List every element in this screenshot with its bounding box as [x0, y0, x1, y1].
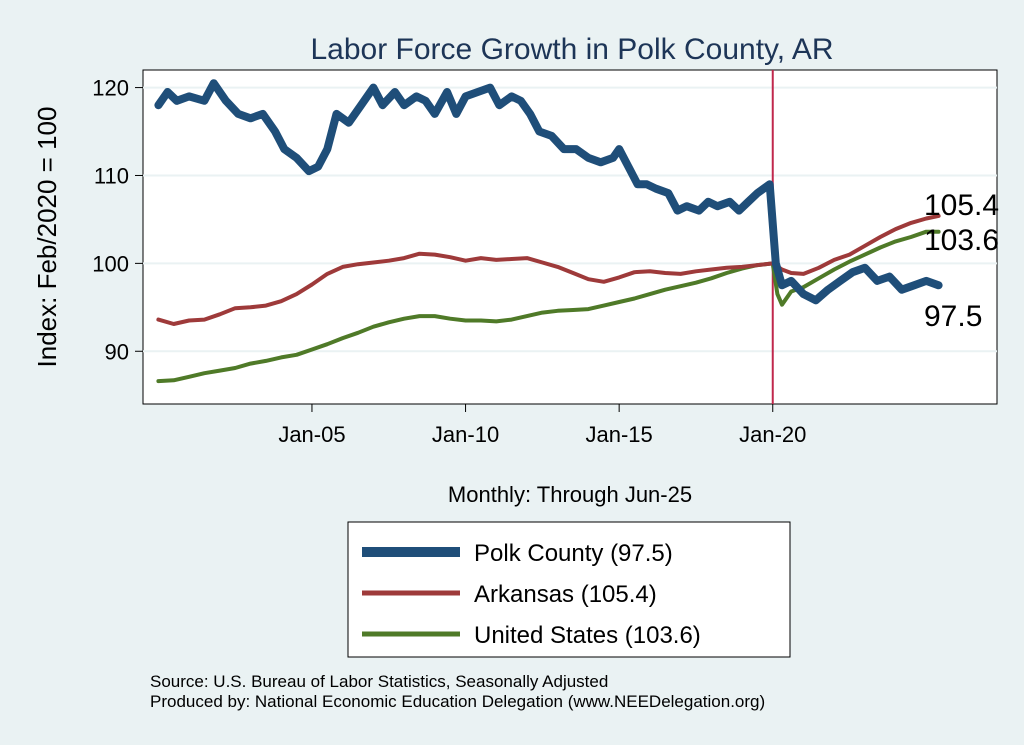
y-axis-title: Index: Feb/2020 = 100: [32, 107, 62, 368]
y-tick-label: 120: [92, 76, 129, 101]
legend-label: Polk County (97.5): [474, 540, 673, 567]
series-line-united-states: [156, 229, 941, 384]
legend: Polk County (97.5) Arkansas (105.4) United…: [362, 540, 701, 649]
axes: 90 100 110 120 Jan-05 Jan-10 Jan-15 Jan-20: [92, 76, 806, 447]
x-axis-title: Monthly: Through Jun-25: [448, 482, 692, 507]
y-tick-label: 100: [92, 251, 129, 276]
series-line-arkansas: [156, 213, 941, 326]
plot-area: [142, 69, 998, 405]
end-label-polk-county: 97.5: [924, 300, 982, 333]
x-tick-label: Jan-20: [739, 422, 806, 447]
legend-label: Arkansas (105.4): [474, 581, 657, 608]
gridlines: [143, 86, 997, 353]
produced-by-line: Produced by: National Economic Education…: [150, 692, 766, 711]
x-tick-label: Jan-10: [432, 422, 499, 447]
chart-title: Labor Force Growth in Polk County, AR: [310, 33, 833, 66]
end-label-arkansas: 105.4: [924, 189, 999, 222]
end-label-united-states: 103.6: [924, 224, 999, 257]
series-line-polk-county: [154, 79, 943, 305]
y-tick-label: 90: [105, 339, 129, 364]
source-line: Source: U.S. Bureau of Labor Statistics,…: [150, 672, 609, 691]
source-notes: Source: U.S. Bureau of Labor Statistics,…: [150, 672, 765, 712]
y-tick-label: 110: [94, 163, 129, 188]
series-lines: [154, 79, 943, 384]
x-tick-label: Jan-15: [586, 422, 653, 447]
x-tick-label: Jan-05: [278, 422, 345, 447]
legend-label: United States (103.6): [474, 622, 701, 649]
